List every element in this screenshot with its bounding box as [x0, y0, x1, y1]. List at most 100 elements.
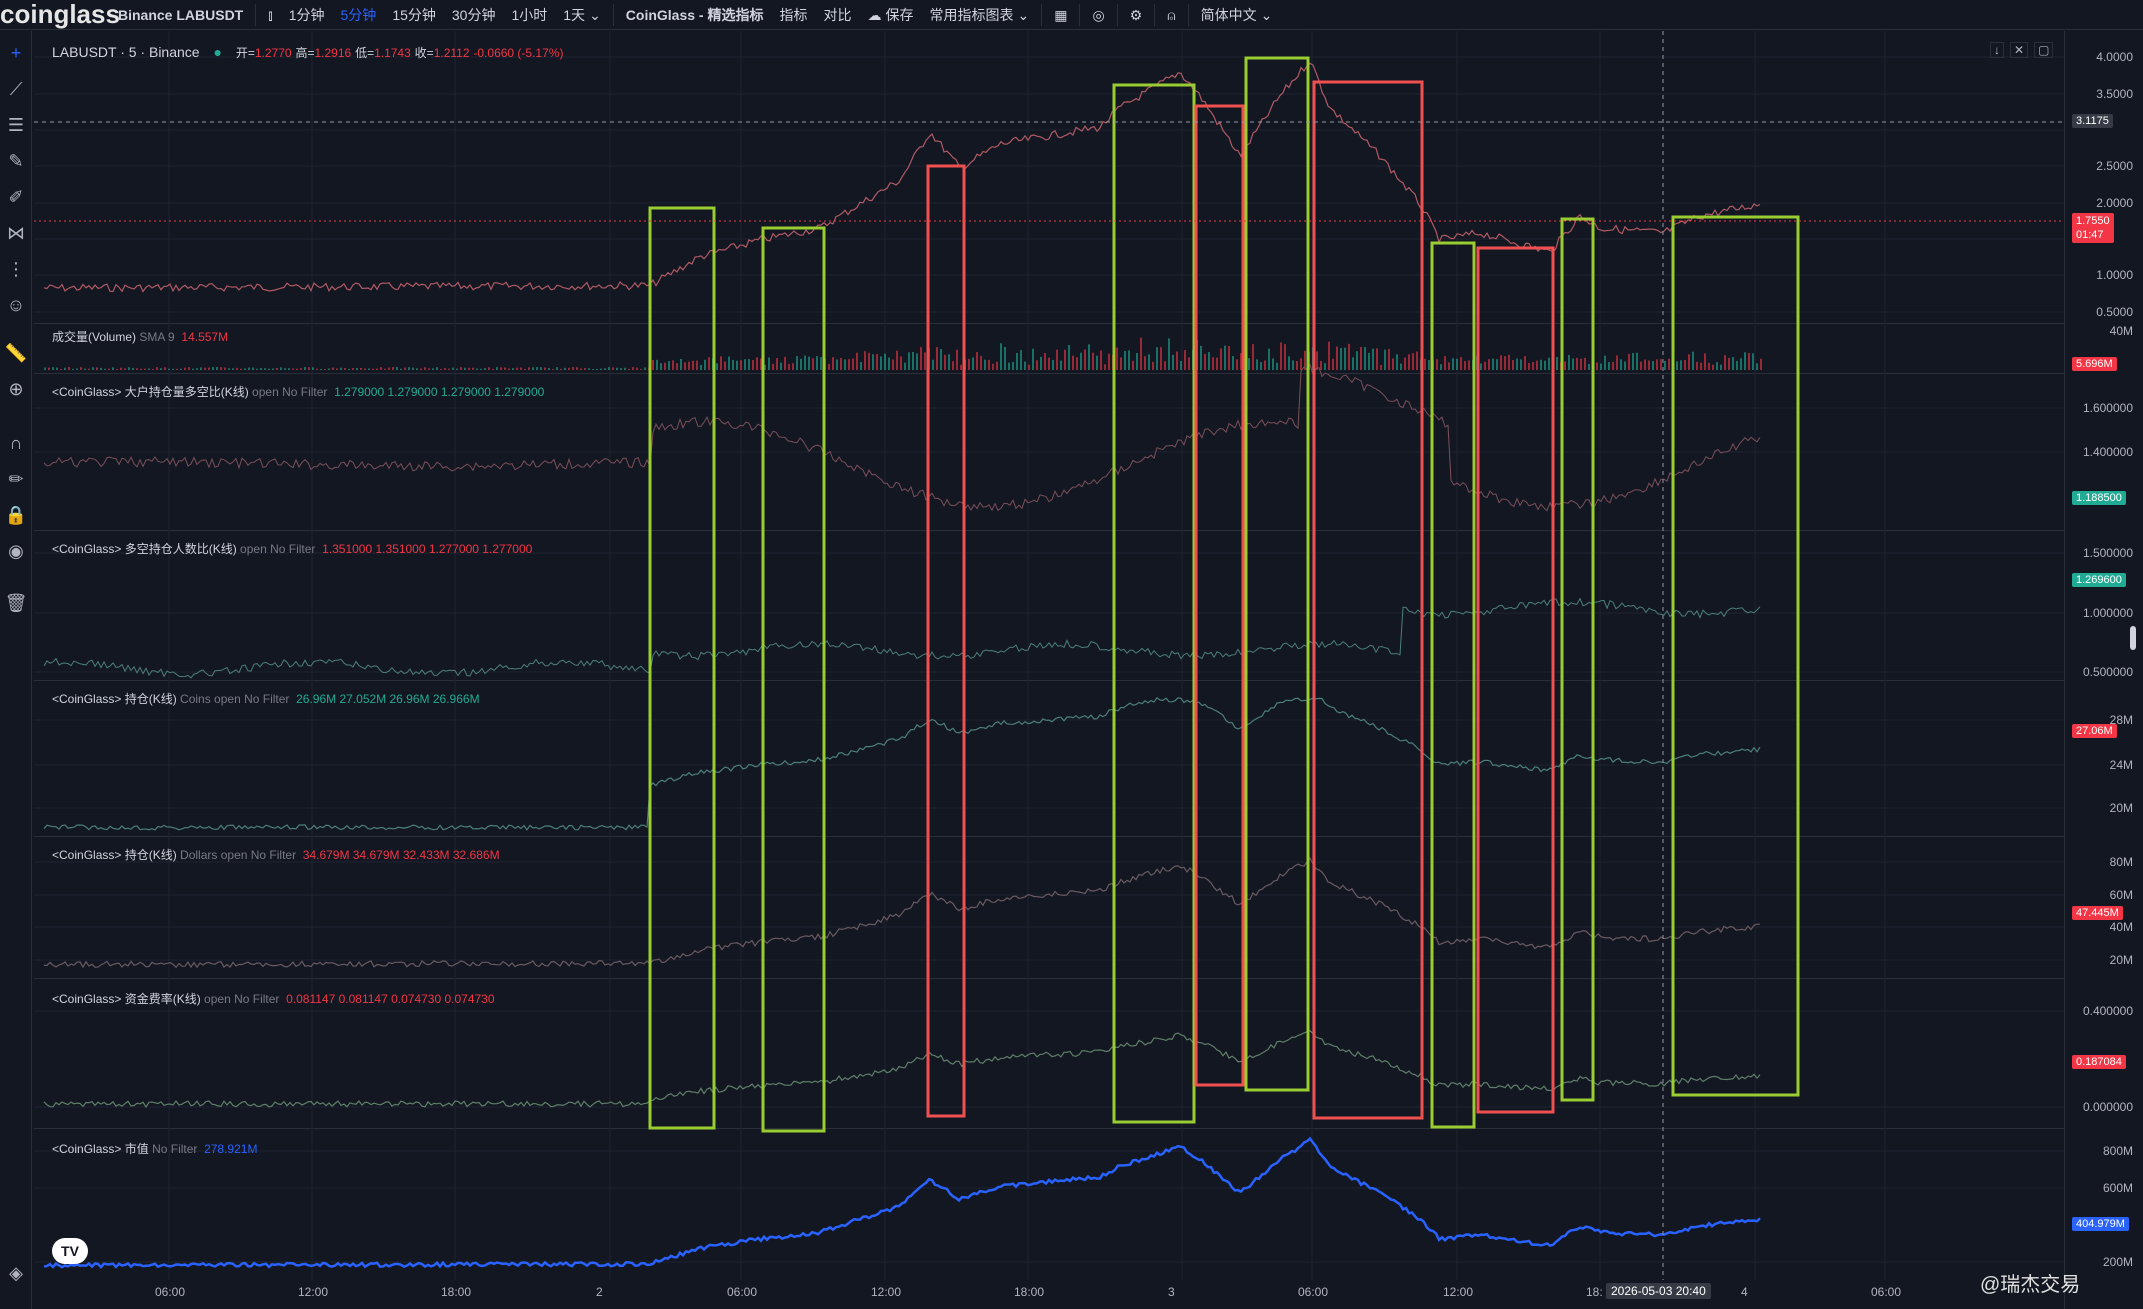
oidollars-badge: 47.445M: [2072, 906, 2123, 920]
scroll-handle[interactable]: [2130, 626, 2136, 650]
volume-bar: [1648, 360, 1650, 370]
ls-top-title[interactable]: <CoinGlass> 大户持仓量多空比(K线): [52, 385, 249, 399]
volume-bar: [1584, 357, 1586, 370]
ls-acc-title[interactable]: <CoinGlass> 多空持仓人数比(K线): [52, 542, 237, 556]
coinglass-logo[interactable]: coinglass: [0, 0, 120, 29]
pane-divider[interactable]: [34, 680, 2064, 681]
volume-bar: [992, 363, 994, 370]
arrow-down-icon[interactable]: ↓: [1990, 42, 2004, 58]
symbol-selector[interactable]: Binance LABUSDT: [118, 6, 244, 23]
volume-bar: [956, 349, 958, 370]
pane-divider[interactable]: [34, 530, 2064, 531]
language-selector[interactable]: 简体中文 ⌄: [1193, 0, 1281, 30]
volume-bar: [148, 368, 150, 370]
volume-bar: [668, 361, 670, 370]
trend-line-icon[interactable]: ⟋: [9, 79, 23, 99]
volume-bar: [1612, 361, 1614, 370]
volume-bar: [1416, 351, 1418, 370]
save-button[interactable]: ☁ 保存: [859, 0, 921, 30]
volume-bar: [484, 368, 486, 370]
pane-divider[interactable]: [34, 978, 2064, 979]
volume-bar: [72, 368, 74, 370]
bar-type-icon[interactable]: ⫾: [268, 6, 273, 23]
pane-divider[interactable]: [34, 1128, 2064, 1129]
crosshair-icon[interactable]: +: [10, 43, 22, 63]
pen-icon[interactable]: ✐: [8, 187, 24, 207]
measure-lines-icon[interactable]: ⋮: [7, 259, 25, 279]
oi-coins-title[interactable]: <CoinGlass> 持仓(K线): [52, 692, 177, 706]
user-icon[interactable]: ⍝: [1167, 6, 1176, 23]
price-axis[interactable]: [2064, 31, 2143, 1309]
lock-icon[interactable]: 🔒: [4, 505, 28, 525]
interval-1h[interactable]: 1小时: [511, 6, 548, 23]
volume-bar: [628, 368, 630, 370]
volume-bar: [600, 368, 602, 370]
mcap-title[interactable]: <CoinGlass> 市值: [52, 1142, 149, 1156]
compare-button[interactable]: 对比: [823, 6, 852, 23]
volume-bar: [1208, 352, 1210, 370]
fib-lines-icon[interactable]: ☰: [7, 115, 25, 135]
volume-bar: [692, 360, 694, 370]
volume-title[interactable]: 成交量(Volume): [52, 330, 137, 344]
volume-bar: [172, 368, 174, 370]
volume-bar: [304, 367, 306, 370]
zoom-in-icon[interactable]: ⊕: [8, 379, 24, 399]
volume-bar: [1160, 347, 1162, 370]
volume-bar: [532, 367, 534, 370]
trash-icon[interactable]: 🗑: [4, 593, 28, 613]
main-legend: LABUSDT · 5 · Binance ● 开=1.2770 高=1.291…: [52, 44, 563, 61]
volume-bar: [636, 367, 638, 370]
green-annotation-box: [1560, 217, 1595, 1102]
green-annotation-box: [1671, 215, 1800, 1097]
layout-grid-icon[interactable]: ▦: [1054, 6, 1068, 23]
indicator-button[interactable]: 指标: [779, 6, 808, 23]
volume-bar: [1004, 346, 1006, 370]
volume-bar: [1740, 358, 1742, 370]
brush-icon[interactable]: ✎: [8, 151, 24, 171]
tradingview-logo-icon[interactable]: TV: [52, 1238, 88, 1264]
gear-icon[interactable]: ⚙: [1129, 6, 1143, 23]
volume-bar: [1220, 348, 1222, 370]
volume-bar: [1452, 358, 1454, 370]
axis-funding-tick: 0.000000: [2082, 1100, 2133, 1114]
interval-1m[interactable]: 1分钟: [288, 6, 325, 23]
indicators-menu[interactable]: CoinGlass - 精选指标: [625, 6, 764, 23]
time-tick: 06:00: [727, 1285, 758, 1299]
lock-drawing-icon[interactable]: ✏: [8, 469, 24, 489]
chevron-down-icon: ⌄: [1260, 6, 1273, 23]
volume-bar: [960, 364, 962, 370]
camera-icon[interactable]: ◎: [1092, 6, 1105, 23]
oi-dollars-title[interactable]: <CoinGlass> 持仓(K线): [52, 848, 177, 862]
pane-divider[interactable]: [34, 836, 2064, 837]
volume-bar: [676, 363, 678, 370]
volume-bar: [192, 368, 194, 370]
interval-5m[interactable]: 5分钟: [340, 6, 377, 23]
volume-bar: [316, 368, 318, 370]
axis-price-tick: 0.5000: [2096, 305, 2133, 319]
emoji-icon[interactable]: ☺: [6, 295, 26, 315]
live-dot-icon: ●: [213, 44, 222, 60]
volume-bar: [936, 347, 938, 370]
funding-title[interactable]: <CoinGlass> 资金费率(K线): [52, 992, 201, 1006]
volume-bar: [1224, 345, 1226, 370]
volume-bar: [404, 367, 406, 370]
volume-bar: [348, 368, 350, 370]
layers-icon[interactable]: ◈: [9, 1263, 23, 1283]
legend-symbol[interactable]: LABUSDT · 5 · Binance: [52, 44, 200, 60]
eye-icon[interactable]: ◉: [8, 541, 24, 561]
pane-divider[interactable]: [34, 323, 2064, 324]
volume-bar: [916, 353, 918, 370]
volume-bar: [324, 368, 326, 370]
pattern-icon[interactable]: ⋈: [7, 223, 25, 243]
maximize-icon[interactable]: ▢: [2034, 42, 2054, 58]
volume-bar: [1444, 356, 1446, 370]
common-charts-menu[interactable]: 常用指标图表 ⌄: [921, 0, 1037, 30]
interval-30m[interactable]: 30分钟: [451, 6, 496, 23]
interval-1d[interactable]: 1天 ⌄: [555, 0, 609, 30]
ruler-icon[interactable]: 📏: [4, 343, 28, 363]
pane-divider[interactable]: [34, 373, 2064, 374]
collapse-icon[interactable]: ✕: [2010, 42, 2029, 58]
magnet-icon[interactable]: ∩: [9, 433, 23, 453]
interval-15m[interactable]: 15分钟: [392, 6, 436, 23]
